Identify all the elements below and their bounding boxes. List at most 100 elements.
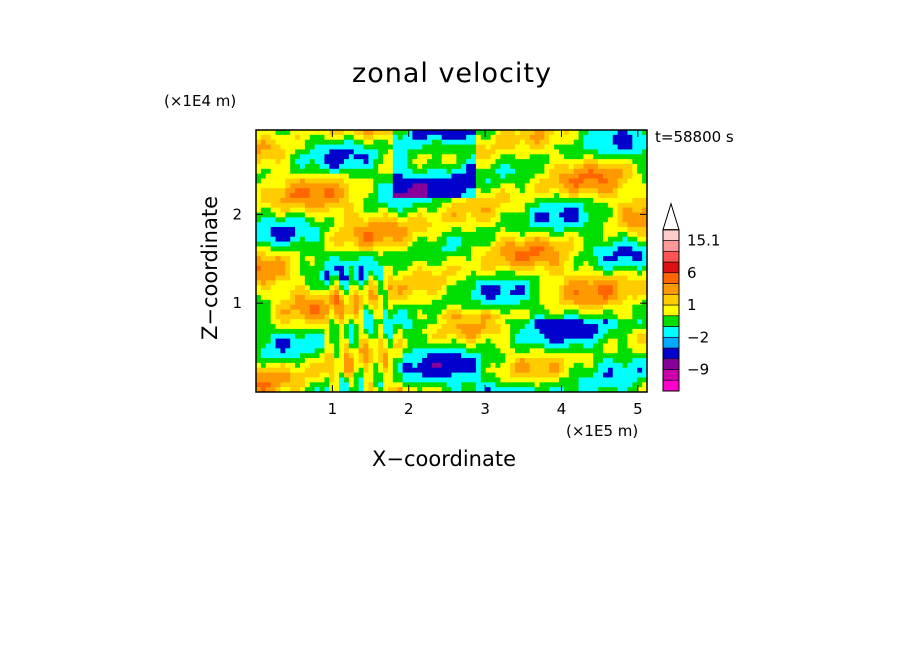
field-cell: [260, 377, 267, 383]
field-cell: [363, 328, 370, 335]
field-cell: [353, 285, 360, 291]
field-cell: [554, 188, 560, 194]
field-cell: [500, 280, 506, 286]
field-cell: [593, 387, 599, 392]
field-cell: [407, 367, 413, 374]
field-cell: [402, 358, 409, 364]
field-cell: [348, 338, 355, 345]
field-cell: [603, 188, 609, 194]
field-cell: [495, 387, 501, 392]
field-cell: [451, 163, 457, 170]
field-cell: [299, 290, 306, 296]
field-cell: [324, 280, 330, 286]
field-cell: [256, 159, 262, 165]
field-cell: [471, 154, 477, 160]
field-cell: [632, 183, 638, 189]
field-cell: [270, 328, 277, 335]
field-cell: [485, 163, 492, 170]
field-cell: [568, 139, 575, 146]
field-cell: [334, 130, 340, 136]
field-cell: [270, 358, 277, 364]
field-cell: [563, 362, 570, 369]
field-cell: [334, 217, 340, 223]
field-cell: [402, 159, 409, 165]
field-cell: [637, 324, 643, 330]
field-cell: [295, 304, 301, 311]
field-cell: [270, 178, 277, 184]
field-cell: [559, 270, 565, 277]
field-cell: [490, 314, 497, 320]
field-cell: [422, 353, 428, 359]
field-cell: [490, 154, 497, 160]
field-cell: [559, 319, 565, 325]
field-cell: [505, 202, 511, 209]
field-cell: [309, 144, 316, 151]
field-cell: [343, 372, 350, 379]
field-cell: [446, 387, 453, 392]
field-cell: [510, 348, 516, 354]
field-cell: [642, 207, 647, 214]
field-cell: [534, 188, 541, 194]
field-cell: [549, 163, 555, 170]
field-cell: [427, 319, 433, 325]
field-cell: [554, 173, 560, 180]
field-cell: [456, 377, 462, 383]
field-cell: [617, 319, 624, 325]
field-cell: [642, 212, 647, 218]
field-cell: [559, 285, 565, 291]
field-cell: [490, 377, 497, 383]
field-cell: [358, 178, 365, 184]
field-cell: [622, 285, 629, 291]
field-cell: [280, 265, 286, 272]
field-cell: [339, 222, 345, 228]
field-cell: [461, 348, 467, 354]
field-cell: [383, 130, 389, 136]
field-cell: [368, 178, 374, 184]
field-cell: [299, 251, 306, 257]
field-cell: [280, 290, 286, 296]
field-cell: [515, 159, 521, 165]
field-cell: [265, 251, 272, 257]
field-cell: [563, 358, 570, 364]
field-cell: [622, 246, 629, 252]
field-cell: [529, 222, 536, 228]
field-cell: [368, 256, 374, 262]
field-cell: [299, 358, 306, 364]
field-cell: [329, 159, 335, 165]
field-cell: [466, 159, 472, 165]
field-cell: [314, 328, 321, 335]
field-cell: [397, 163, 404, 170]
field-cell: [280, 362, 286, 369]
field-cell: [480, 270, 487, 277]
field-cell: [339, 236, 345, 243]
field-cell: [603, 149, 609, 155]
field-cell: [588, 304, 594, 311]
field-cell: [568, 188, 575, 194]
field-cell: [353, 212, 360, 218]
field-cell: [637, 261, 643, 267]
field-cell: [632, 372, 638, 379]
field-cell: [588, 159, 594, 165]
field-cell: [588, 139, 594, 146]
field-cell: [353, 207, 360, 214]
colorbar-label: 6: [687, 264, 697, 282]
field-cell: [642, 299, 647, 306]
field-cell: [515, 241, 521, 248]
field-cell: [510, 285, 516, 291]
field-cell: [441, 343, 448, 349]
field-cell: [466, 319, 472, 325]
field-cell: [392, 372, 399, 379]
field-cell: [412, 294, 418, 301]
field-cell: [524, 173, 531, 180]
field-cell: [324, 338, 330, 345]
field-cell: [505, 159, 511, 165]
field-cell: [471, 241, 477, 248]
field-cell: [275, 256, 282, 262]
field-cell: [539, 130, 545, 136]
field-cell: [256, 280, 262, 286]
field-cell: [519, 197, 526, 204]
field-cell: [314, 251, 321, 257]
field-cell: [373, 314, 379, 320]
field-cell: [500, 183, 506, 189]
field-cell: [505, 139, 511, 146]
